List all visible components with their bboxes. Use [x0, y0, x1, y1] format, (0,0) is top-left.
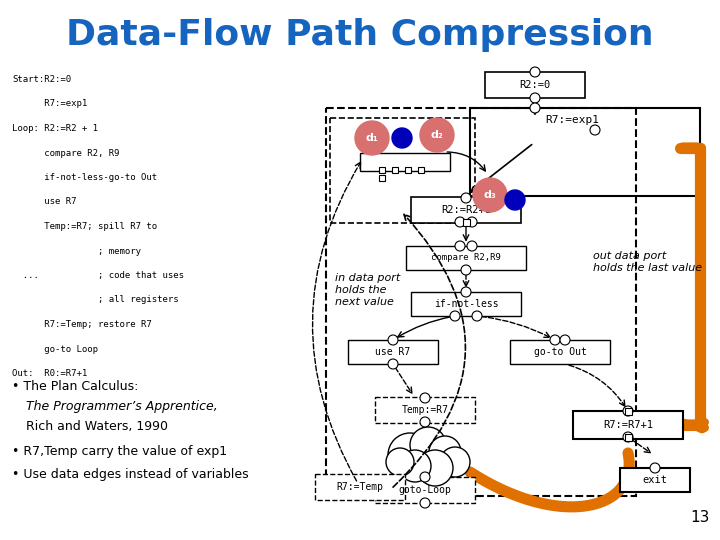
Text: Data-Flow Path Compression: Data-Flow Path Compression	[66, 18, 654, 52]
Circle shape	[399, 450, 431, 482]
Text: go-to Out: go-to Out	[534, 347, 586, 357]
FancyBboxPatch shape	[624, 434, 631, 441]
Circle shape	[388, 359, 398, 369]
Text: d₁: d₁	[366, 133, 379, 143]
Circle shape	[455, 241, 465, 251]
Text: goto-Loop: goto-Loop	[399, 485, 451, 495]
FancyBboxPatch shape	[360, 153, 450, 171]
Text: • The Plan Calculus:: • The Plan Calculus:	[12, 380, 138, 393]
Text: d₂: d₂	[431, 130, 444, 140]
FancyBboxPatch shape	[406, 246, 526, 270]
FancyBboxPatch shape	[573, 411, 683, 439]
Text: Temp:=R7; spill R7 to: Temp:=R7; spill R7 to	[12, 222, 157, 231]
Circle shape	[410, 427, 446, 463]
Circle shape	[420, 417, 430, 427]
Text: • R7,Temp carry the value of exp1: • R7,Temp carry the value of exp1	[12, 445, 227, 458]
Circle shape	[440, 447, 470, 477]
Text: use R7: use R7	[12, 198, 76, 206]
Text: R7:=exp1: R7:=exp1	[12, 99, 87, 109]
Circle shape	[623, 432, 633, 442]
Text: go-to Loop: go-to Loop	[12, 345, 98, 354]
FancyBboxPatch shape	[405, 167, 411, 173]
Circle shape	[560, 335, 570, 345]
Circle shape	[461, 287, 471, 297]
Text: if-not-less-go-to Out: if-not-less-go-to Out	[12, 173, 157, 182]
FancyBboxPatch shape	[462, 219, 469, 226]
FancyBboxPatch shape	[411, 292, 521, 316]
Circle shape	[530, 103, 540, 113]
Text: R2:=0: R2:=0	[519, 80, 551, 90]
Circle shape	[461, 265, 471, 275]
FancyBboxPatch shape	[510, 340, 610, 364]
Circle shape	[455, 217, 465, 227]
FancyBboxPatch shape	[470, 108, 700, 196]
Text: R7:=Temp; restore R7: R7:=Temp; restore R7	[12, 320, 152, 329]
Circle shape	[420, 118, 454, 152]
Circle shape	[420, 498, 430, 508]
Circle shape	[467, 241, 477, 251]
Circle shape	[388, 335, 398, 345]
Circle shape	[388, 433, 432, 477]
Text: ; memory: ; memory	[12, 246, 141, 255]
Text: 13: 13	[690, 510, 710, 525]
FancyBboxPatch shape	[375, 477, 475, 503]
Text: Loop: R2:=R2 + 1: Loop: R2:=R2 + 1	[12, 124, 98, 133]
Circle shape	[420, 393, 430, 403]
Circle shape	[590, 125, 600, 135]
Text: d₃: d₃	[484, 190, 496, 200]
Circle shape	[461, 193, 471, 203]
Circle shape	[550, 335, 560, 345]
Circle shape	[417, 450, 453, 486]
Circle shape	[530, 93, 540, 103]
Circle shape	[355, 121, 389, 155]
FancyBboxPatch shape	[411, 197, 521, 223]
Circle shape	[429, 436, 461, 468]
Circle shape	[623, 406, 633, 416]
Circle shape	[420, 472, 430, 482]
Text: Rich and Waters, 1990: Rich and Waters, 1990	[26, 420, 168, 433]
Circle shape	[650, 463, 660, 473]
Text: compare R2,R9: compare R2,R9	[431, 253, 501, 262]
Text: compare R2, R9: compare R2, R9	[12, 148, 120, 158]
Circle shape	[505, 190, 525, 210]
Text: R2:=R2+1: R2:=R2+1	[441, 205, 491, 215]
Text: R7:=R7+1: R7:=R7+1	[603, 420, 653, 430]
Text: if-not-less: if-not-less	[433, 299, 498, 309]
FancyBboxPatch shape	[624, 408, 631, 415]
Circle shape	[386, 448, 414, 476]
Text: in data port
holds the
next value: in data port holds the next value	[335, 273, 400, 307]
Text: ...           ; code that uses: ... ; code that uses	[12, 271, 184, 280]
Text: use R7: use R7	[375, 347, 410, 357]
Text: • Use data edges instead of variables: • Use data edges instead of variables	[12, 468, 248, 481]
FancyBboxPatch shape	[485, 72, 585, 98]
Text: The Programmer’s Apprentice,: The Programmer’s Apprentice,	[26, 400, 217, 413]
Text: Start:R2:=0: Start:R2:=0	[12, 75, 71, 84]
FancyBboxPatch shape	[375, 397, 475, 423]
Circle shape	[472, 311, 482, 321]
Text: R7:=Temp: R7:=Temp	[336, 482, 384, 492]
FancyBboxPatch shape	[418, 167, 424, 173]
Text: Out:  R0:=R7+1: Out: R0:=R7+1	[12, 369, 87, 378]
FancyBboxPatch shape	[315, 474, 405, 500]
FancyBboxPatch shape	[379, 175, 385, 181]
Text: R7:=exp1: R7:=exp1	[545, 115, 599, 125]
Text: out data port
holds the last value: out data port holds the last value	[593, 251, 702, 273]
Circle shape	[473, 178, 507, 212]
Circle shape	[392, 128, 412, 148]
FancyBboxPatch shape	[620, 468, 690, 492]
Circle shape	[530, 67, 540, 77]
FancyBboxPatch shape	[392, 167, 398, 173]
FancyBboxPatch shape	[379, 167, 385, 173]
FancyBboxPatch shape	[348, 340, 438, 364]
Text: ; all registers: ; all registers	[12, 295, 179, 305]
Circle shape	[467, 217, 477, 227]
Circle shape	[450, 311, 460, 321]
Text: Temp:=R7: Temp:=R7	[402, 405, 449, 415]
Text: exit: exit	[642, 475, 667, 485]
